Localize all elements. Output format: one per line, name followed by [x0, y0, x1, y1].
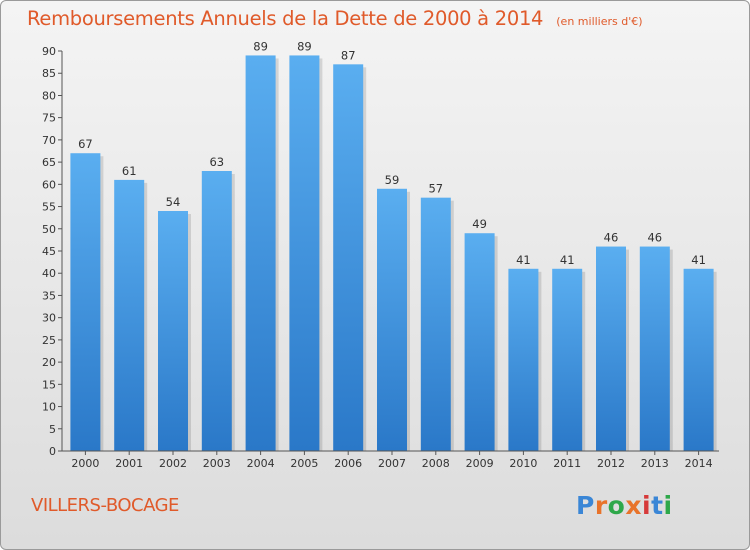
y-tick-label: 55: [42, 201, 56, 214]
bar-value-label: 89: [253, 39, 268, 53]
x-tick-label: 2013: [641, 457, 669, 470]
bar-value-label: 63: [209, 155, 224, 169]
bar-2007: [377, 188, 407, 451]
bar-2012: [596, 246, 626, 451]
y-tick-label: 10: [42, 401, 56, 414]
bar-value-label: 87: [341, 48, 356, 62]
bar-2009: [464, 233, 495, 451]
logo-letter: i: [663, 491, 673, 520]
x-tick-label: 2007: [378, 457, 406, 470]
logo-letter: r: [594, 491, 608, 520]
bar-2006: [333, 64, 364, 452]
x-tick-label: 2006: [334, 457, 362, 470]
bar-2004: [245, 55, 276, 451]
y-tick-label: 40: [42, 267, 56, 280]
logo-letter: o: [607, 491, 626, 520]
y-tick-label: 50: [42, 223, 56, 236]
y-tick-label: 0: [49, 445, 56, 458]
chart-title-block: Remboursements Annuels de la Dette de 20…: [27, 7, 643, 30]
bar-value-label: 61: [122, 164, 137, 178]
y-tick-label: 35: [42, 289, 56, 302]
y-axis: 0 5 10 15 20 25 30 35 40 45 50 55 60 65 70 75 80 85 90: [42, 45, 63, 458]
bar-2002: [158, 211, 188, 451]
y-tick-label: 65: [42, 156, 56, 169]
bar-2001: [114, 179, 145, 451]
y-tick-label: 60: [42, 178, 56, 191]
y-tick-label: 30: [42, 312, 56, 325]
x-tick-label: 2010: [509, 457, 537, 470]
x-tick-label: 2003: [203, 457, 231, 470]
bar-value-label: 54: [166, 195, 181, 209]
x-tick-label: 2008: [422, 457, 450, 470]
bar-2013: [639, 246, 670, 451]
x-tick-label: 2000: [71, 457, 99, 470]
y-tick-label: 5: [49, 423, 56, 436]
chart-subtitle: (en milliers d'€): [556, 15, 643, 28]
logo-letter: P: [576, 491, 595, 520]
y-tick-label: 90: [42, 45, 56, 58]
chart-title: Remboursements Annuels de la Dette de 20…: [27, 7, 544, 30]
x-tick-label: 2001: [115, 457, 143, 470]
bar-value-label: 41: [691, 253, 706, 267]
bar-value-label: 57: [428, 182, 443, 196]
x-tick-label: 2011: [553, 457, 581, 470]
bar-value-label: 46: [604, 231, 619, 245]
proxiti-logo: Proxiti: [576, 491, 673, 520]
bar-series: 67 61 54 63 89 89 87 59 57 49 41 41 46 46 41: [70, 39, 717, 452]
y-tick-label: 20: [42, 356, 56, 369]
bar-value-label: 89: [297, 39, 312, 53]
y-tick-label: 75: [42, 112, 56, 125]
y-tick-label: 80: [42, 89, 56, 102]
x-tick-label: 2012: [597, 457, 625, 470]
bar-2010: [508, 268, 539, 451]
bar-value-label: 46: [647, 231, 662, 245]
x-tick-label: 2005: [290, 457, 318, 470]
bar-2000: [70, 153, 101, 451]
bar-2005: [289, 55, 320, 451]
y-tick-label: 45: [42, 245, 56, 258]
x-axis: 2000 2001 2002 2003 2004 2005 2006 2007 2008 2009…: [62, 450, 719, 470]
x-tick-label: 2009: [466, 457, 494, 470]
logo-letter: x: [625, 491, 642, 520]
bar-2008: [420, 197, 451, 451]
bar-2011: [552, 268, 583, 451]
logo-letter: i: [642, 491, 652, 520]
x-tick-label: 2004: [247, 457, 275, 470]
bar-value-label: 67: [78, 137, 93, 151]
x-tick-label: 2002: [159, 457, 187, 470]
bar-2003: [201, 171, 232, 451]
bar-2014: [683, 268, 714, 451]
y-tick-label: 25: [42, 334, 56, 347]
x-tick-label: 2014: [685, 457, 713, 470]
bar-value-label: 49: [472, 217, 487, 231]
commune-name: VILLERS-BOCAGE: [31, 495, 179, 516]
y-tick-label: 15: [42, 378, 56, 391]
bar-value-label: 41: [516, 253, 531, 267]
logo-letter: t: [651, 491, 664, 520]
bar-value-label: 59: [385, 173, 400, 187]
y-tick-label: 85: [42, 67, 56, 80]
y-tick-label: 70: [42, 134, 56, 147]
bar-value-label: 41: [560, 253, 575, 267]
